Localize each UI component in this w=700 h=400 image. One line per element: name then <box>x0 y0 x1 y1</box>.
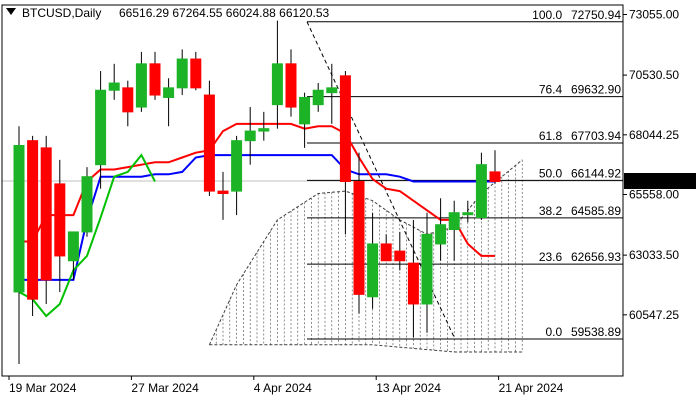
bullish-candle <box>299 96 311 125</box>
ichimoku-cloud <box>208 159 523 353</box>
fib-level-ratio-label: 61.8 <box>539 129 563 143</box>
bearish-candle <box>40 147 52 281</box>
x-tick-label: 4 Apr 2024 <box>254 381 312 395</box>
y-tick-label: 60547.25 <box>629 308 679 322</box>
bearish-candle <box>190 58 202 89</box>
bullish-candle <box>135 63 147 108</box>
fib-level-price-label: 59538.89 <box>571 325 621 339</box>
bullish-candle <box>312 89 324 106</box>
bearish-candle <box>54 183 66 257</box>
bearish-candle <box>489 171 501 182</box>
bearish-candle <box>353 180 365 295</box>
fib-level-price-label: 69632.90 <box>571 83 621 97</box>
bullish-candle <box>367 243 379 298</box>
triangle-down-icon[interactable] <box>6 8 16 15</box>
fib-level-price-label: 62656.93 <box>571 250 621 264</box>
x-tick-label: 19 Mar 2024 <box>9 381 77 395</box>
indicator-lines <box>18 122 495 318</box>
bearish-candle <box>27 140 39 300</box>
plot-frame <box>1 4 624 377</box>
axes: 73055.00 70530.50 68044.25 65558.00 63033.50… <box>1 4 696 395</box>
fib-level-ratio-label: 76.4 <box>539 83 563 97</box>
last-price-marker <box>624 173 696 190</box>
bullish-candle <box>67 231 79 262</box>
cloud-span-b <box>209 344 523 353</box>
bullish-candle <box>421 233 433 305</box>
y-tick-label: 63033.50 <box>629 248 679 262</box>
candlesticks <box>13 20 501 364</box>
chart-header: BTCUSD,Daily 66516.29 67264.55 66024.88 … <box>6 6 330 20</box>
bearish-candle <box>380 243 392 262</box>
bullish-candle <box>231 140 243 192</box>
y-tick-label: 65558.00 <box>629 188 679 202</box>
cloud-span-a <box>208 159 523 346</box>
bullish-candle <box>475 164 487 219</box>
ohlc-readout: 66516.29 67264.55 66024.88 66120.53 <box>119 6 330 20</box>
fib-level-price-label: 66144.92 <box>571 166 621 180</box>
bearish-candle <box>149 63 161 96</box>
fib-level-ratio-label: 23.6 <box>539 250 563 264</box>
y-tick-label: 70530.50 <box>629 68 679 82</box>
fib-level-ratio-label: 38.2 <box>539 204 563 218</box>
bullish-candle <box>258 128 270 132</box>
bullish-candle <box>163 87 175 98</box>
bullish-candle <box>176 58 188 89</box>
bullish-candle <box>271 63 283 106</box>
bullish-candle <box>13 144 25 293</box>
fib-level-price-label: 64585.89 <box>571 204 621 218</box>
bearish-candle <box>339 75 351 182</box>
x-tick-label: 27 Mar 2024 <box>131 381 199 395</box>
fib-level-price-label: 72750.94 <box>571 8 621 22</box>
bearish-candle <box>203 94 215 192</box>
fib-level-ratio-label: 0.0 <box>546 325 563 339</box>
fib-level-ratio-label: 100.0 <box>532 8 562 22</box>
bearish-candle <box>122 87 134 113</box>
bearish-candle <box>285 63 297 108</box>
bullish-candle <box>448 212 460 231</box>
bearish-candle <box>407 262 419 305</box>
kijun-sen-line <box>19 154 495 281</box>
x-tick-label: 21 Apr 2024 <box>499 381 564 395</box>
bullish-candle <box>462 212 474 216</box>
bullish-candle <box>95 89 107 166</box>
tenkan-sen-line <box>19 122 495 257</box>
last-price-label: 66120.53 <box>628 174 678 188</box>
bullish-candle <box>244 130 256 142</box>
y-tick-label: 68044.25 <box>629 128 679 142</box>
bearish-candle <box>217 190 229 195</box>
bullish-candle <box>326 87 338 94</box>
x-tick-label: 13 Apr 2024 <box>376 381 441 395</box>
bullish-candle <box>435 224 447 245</box>
bullish-candle <box>81 176 93 233</box>
y-tick-label: 73055.00 <box>629 7 679 21</box>
fib-level-price-label: 67703.94 <box>571 129 621 143</box>
bullish-candle <box>108 82 120 91</box>
fib-level-ratio-label: 50.0 <box>539 166 563 180</box>
chikou-span-line <box>18 153 156 318</box>
bearish-candle <box>394 250 406 262</box>
symbol-label: BTCUSD,Daily <box>22 6 101 20</box>
